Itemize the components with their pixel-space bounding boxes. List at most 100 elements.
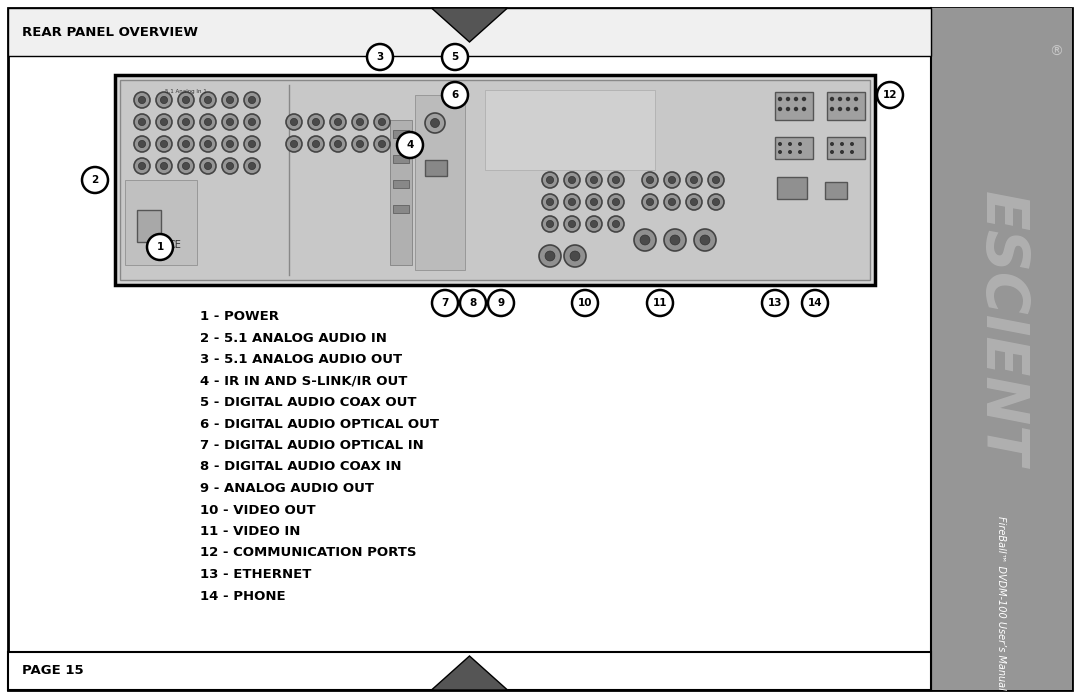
Circle shape [378,119,386,126]
Circle shape [802,290,828,316]
Circle shape [138,140,146,147]
Circle shape [183,140,190,147]
Circle shape [642,172,658,188]
Bar [777,177,807,199]
Circle shape [138,119,146,126]
Text: 13 - ETHERNET: 13 - ETHERNET [200,568,311,581]
Circle shape [431,119,440,128]
Circle shape [204,140,212,147]
Circle shape [877,82,903,108]
Circle shape [156,114,172,130]
Circle shape [546,198,554,206]
Circle shape [335,119,341,126]
Polygon shape [432,656,508,690]
Circle shape [829,107,834,111]
Circle shape [854,107,859,111]
Circle shape [640,235,650,245]
Text: 8 - DIGITAL AUDIO COAX IN: 8 - DIGITAL AUDIO COAX IN [200,461,402,473]
Circle shape [134,114,150,130]
Circle shape [138,96,146,103]
Circle shape [244,136,260,152]
Bar [931,8,1072,690]
Circle shape [178,92,194,108]
Bar [120,80,870,280]
Circle shape [545,251,555,261]
Bar [114,75,875,285]
Circle shape [570,251,580,261]
Circle shape [778,107,782,111]
Circle shape [426,113,445,133]
Circle shape [686,194,702,210]
Circle shape [227,163,233,170]
Circle shape [134,92,150,108]
Circle shape [708,194,724,210]
Circle shape [564,245,586,267]
Bar [393,180,409,188]
Bar [8,8,931,56]
Circle shape [442,44,468,70]
Text: 2: 2 [92,175,98,185]
Circle shape [291,140,298,147]
Circle shape [568,198,576,206]
Circle shape [838,107,842,111]
Circle shape [378,140,386,147]
Circle shape [248,96,256,103]
Bar [825,182,847,199]
Text: ®: ® [1050,45,1064,59]
Circle shape [798,142,802,146]
Circle shape [227,140,233,147]
Circle shape [147,234,173,260]
Circle shape [846,107,850,111]
Circle shape [669,198,676,206]
Circle shape [330,114,346,130]
Circle shape [539,245,561,267]
Circle shape [542,216,558,232]
Circle shape [608,194,624,210]
Circle shape [244,158,260,174]
Circle shape [542,172,558,188]
Circle shape [786,107,791,111]
Circle shape [374,136,390,152]
Circle shape [838,97,842,101]
Circle shape [608,172,624,188]
Circle shape [568,177,576,184]
Circle shape [82,167,108,193]
Text: 3 - 5.1 ANALOG AUDIO OUT: 3 - 5.1 ANALOG AUDIO OUT [200,353,402,366]
Circle shape [204,163,212,170]
Circle shape [708,172,724,188]
Circle shape [244,92,260,108]
Circle shape [200,114,216,130]
Circle shape [244,114,260,130]
Circle shape [798,150,802,154]
Circle shape [612,177,620,184]
Circle shape [312,140,320,147]
Circle shape [291,119,298,126]
Circle shape [352,114,368,130]
Text: 5: 5 [451,52,459,62]
Text: 4 - IR IN AND S-LINK/IR OUT: 4 - IR IN AND S-LINK/IR OUT [200,375,407,387]
Circle shape [840,150,843,154]
Bar [827,137,865,159]
Text: ESCIENT: ESCIENT [973,191,1030,466]
Bar [393,155,409,163]
Circle shape [134,158,150,174]
Circle shape [694,229,716,251]
Circle shape [670,235,680,245]
Circle shape [178,158,194,174]
Circle shape [156,158,172,174]
Circle shape [642,194,658,210]
Circle shape [591,177,597,184]
Circle shape [647,177,653,184]
Circle shape [546,221,554,228]
Circle shape [356,140,364,147]
Circle shape [222,158,238,174]
Circle shape [778,97,782,101]
Circle shape [846,97,850,101]
Circle shape [161,163,167,170]
Circle shape [460,290,486,316]
Circle shape [778,150,782,154]
Circle shape [248,119,256,126]
Circle shape [286,114,302,130]
Circle shape [312,119,320,126]
Circle shape [690,177,698,184]
